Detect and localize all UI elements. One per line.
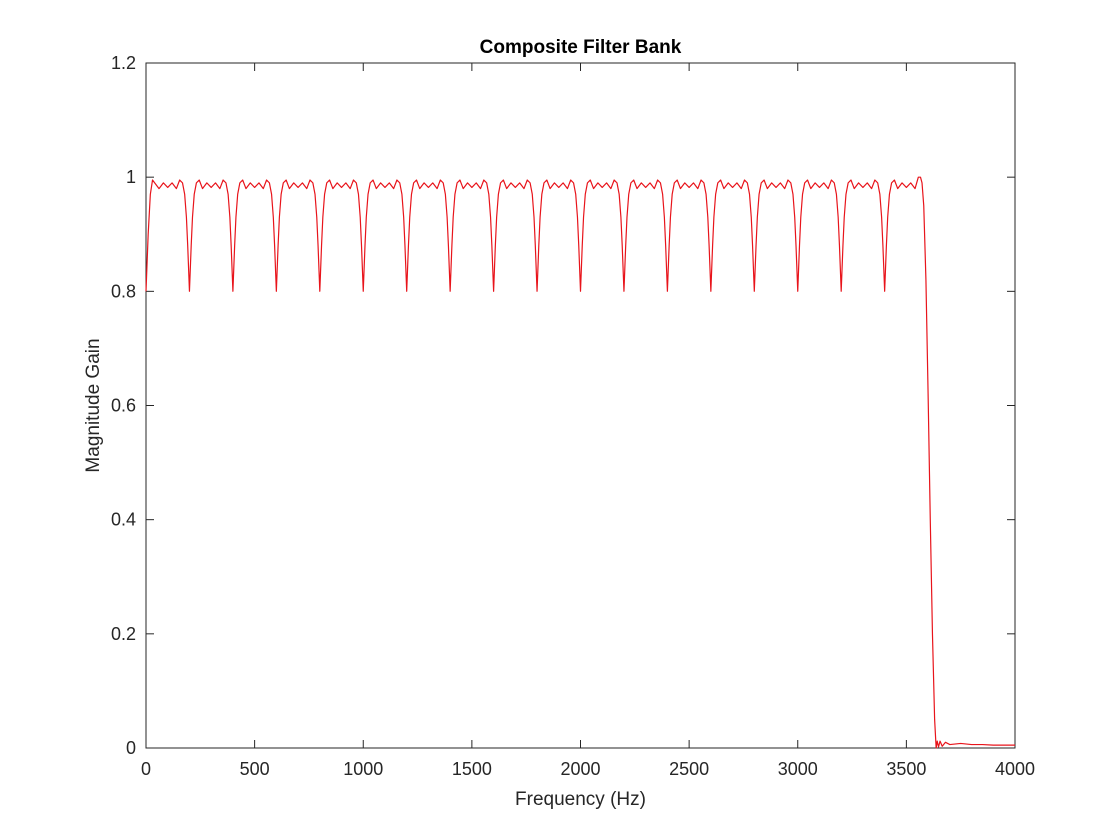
x-tick-label: 500	[240, 759, 270, 779]
x-tick-label: 2500	[669, 759, 709, 779]
y-tick-label: 1	[126, 167, 136, 187]
plot-area	[145, 62, 1016, 749]
y-tick-label: 0.6	[111, 396, 136, 416]
x-axis-label: Frequency (Hz)	[515, 789, 646, 810]
chart-title: Composite Filter Bank	[480, 37, 682, 58]
y-tick-label: 1.2	[111, 53, 136, 73]
y-tick-label: 0.4	[111, 510, 136, 530]
y-tick-label: 0	[126, 738, 136, 758]
x-tick-label: 3000	[778, 759, 818, 779]
x-tick-label: 3500	[886, 759, 926, 779]
y-axis-label: Magnitude Gain	[83, 338, 104, 472]
x-tick-label: 0	[141, 759, 151, 779]
y-tick-label: 0.2	[111, 624, 136, 644]
series-line	[145, 176, 1015, 749]
x-tick-label: 2000	[560, 759, 600, 779]
ticks-layer: 0 500 1000 1500 2000 2500 3000 3500 4000 0 0.2 0.4 0…	[111, 53, 1035, 779]
y-tick-label: 0.8	[111, 281, 136, 301]
x-tick-label: 1000	[343, 759, 383, 779]
x-tick-label: 4000	[995, 759, 1035, 779]
series-layer	[145, 176, 1015, 749]
x-tick-label: 1500	[452, 759, 492, 779]
